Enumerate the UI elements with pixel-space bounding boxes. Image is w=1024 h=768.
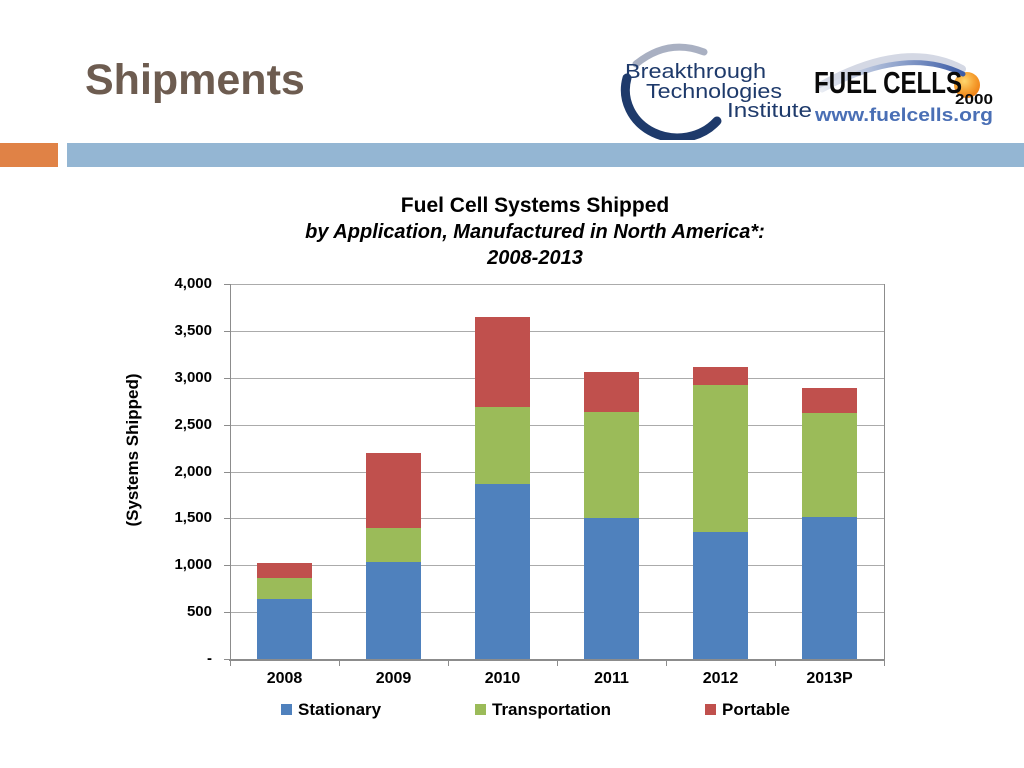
chart-subtitle: by Application, Manufactured in North Am… (305, 221, 765, 243)
bti-swoosh-bottom-icon (620, 73, 722, 140)
bti-line3: Institute (727, 100, 812, 122)
divider-orange-block (0, 143, 58, 167)
bar-segment-stationary-2012 (693, 532, 748, 659)
x-tick (666, 661, 667, 666)
gridline (230, 330, 884, 332)
legend-label: Portable (722, 700, 791, 719)
bar-segment-portable-2010 (475, 316, 530, 407)
x-tick (775, 661, 776, 666)
legend-label: Stationary (298, 700, 382, 719)
bar-segment-portable-2008 (257, 563, 312, 579)
x-tick-label: 2013P (806, 670, 853, 687)
fuelcells2000-logo: FUEL CELLS 2000 www.fuelcells.org (814, 53, 993, 125)
bar-segment-portable-2013P (802, 388, 857, 414)
bar-segment-portable-2009 (366, 452, 421, 528)
y-tick-label: 3,500 (174, 321, 212, 339)
y-tick (224, 518, 230, 520)
plot-right-border (884, 284, 885, 659)
x-axis-line (229, 659, 885, 661)
gridline (230, 377, 884, 379)
fc-year: 2000 (955, 91, 993, 108)
bar-segment-transportation-2008 (257, 578, 312, 599)
y-tick (224, 284, 230, 285)
chart-subtitle-years: 2008-2013 (487, 247, 583, 269)
fc-swoosh-blue-icon (819, 60, 966, 93)
legend-label: Transportation (492, 700, 612, 719)
bti-logo: Breakthrough Technologies Institute (620, 43, 812, 140)
gridline (230, 471, 884, 473)
y-tick-label: 3,000 (174, 368, 212, 386)
gridline (230, 565, 884, 567)
y-tick (224, 612, 230, 614)
x-tick-label: 2008 (266, 670, 303, 687)
y-tick-label: - (207, 650, 212, 667)
gridline (230, 424, 884, 426)
bar-segment-transportation-2010 (475, 406, 530, 484)
bar-segment-stationary-2011 (584, 518, 639, 659)
y-tick-label: 2,500 (174, 415, 212, 433)
legend-swatch-icon (475, 704, 486, 715)
bar-segment-transportation-2011 (584, 411, 639, 519)
bti-line1: Breakthrough (625, 61, 766, 83)
bti-swoosh-top-icon (632, 43, 708, 68)
x-tick-label: 2012 (702, 670, 739, 687)
bar-segment-transportation-2013P (802, 413, 857, 517)
bar-segment-transportation-2009 (366, 527, 421, 563)
y-tick-label: 1,500 (174, 509, 212, 527)
divider-blue-bar (67, 143, 1024, 167)
y-tick (224, 330, 230, 332)
x-tick-label: 2009 (375, 670, 412, 687)
x-tick (448, 661, 449, 666)
x-tick (230, 661, 231, 666)
y-axis-line (230, 284, 231, 659)
chart-title: Fuel Cell Systems Shipped (400, 194, 670, 217)
x-tick-label: 2010 (484, 670, 521, 687)
bti-line2: Technologies (646, 81, 782, 103)
y-tick-label: 500 (186, 603, 212, 621)
gridline (230, 612, 884, 614)
gridline (230, 284, 884, 285)
page-title: Shipments (85, 56, 305, 104)
bar-segment-portable-2011 (584, 372, 639, 412)
y-tick-label: 2,000 (174, 462, 212, 480)
y-tick (224, 565, 230, 567)
bar-segment-stationary-2008 (257, 599, 312, 659)
bar-segment-portable-2012 (693, 367, 748, 386)
fc-sun-icon (954, 72, 980, 98)
fc-swoosh-light-icon (818, 53, 966, 89)
y-tick-label: 1,000 (174, 556, 212, 574)
y-tick (224, 659, 230, 660)
x-tick (884, 661, 885, 666)
bar-segment-stationary-2013P (802, 516, 857, 659)
y-tick (224, 377, 230, 379)
legend-swatch-icon (705, 704, 716, 715)
fc-name: FUEL CELLS (814, 65, 962, 100)
fc-url: www.fuelcells.org (814, 105, 993, 125)
x-tick (557, 661, 558, 666)
legend-swatch-icon (281, 704, 292, 715)
x-tick-label: 2011 (594, 670, 629, 687)
gridline (230, 518, 884, 520)
x-tick (339, 661, 340, 666)
bar-segment-stationary-2010 (475, 483, 530, 659)
y-tick-label: 4,000 (174, 275, 212, 292)
bar-segment-transportation-2012 (693, 385, 748, 533)
y-tick (224, 424, 230, 426)
bar-segment-stationary-2009 (366, 562, 421, 659)
y-tick (224, 471, 230, 473)
